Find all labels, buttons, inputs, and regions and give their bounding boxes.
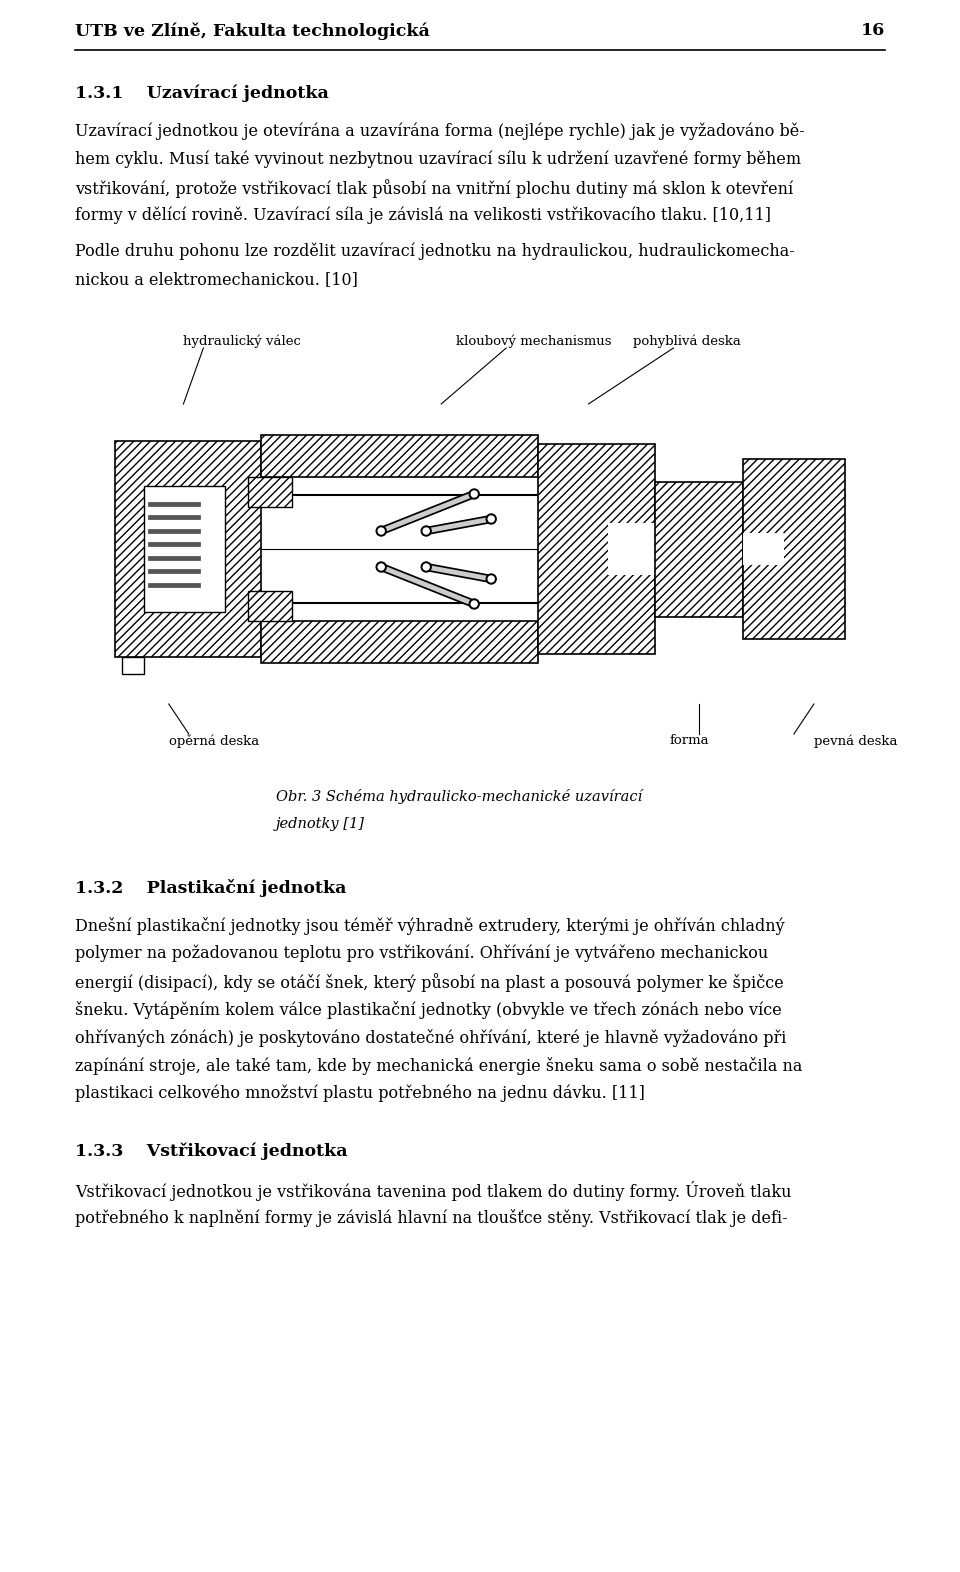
Bar <box>148 569 201 574</box>
Circle shape <box>471 490 477 497</box>
Text: opěrná deska: opěrná deska <box>169 734 259 748</box>
Text: UTB ve Zlíně, Fakulta technologická: UTB ve Zlíně, Fakulta technologická <box>75 22 430 39</box>
Circle shape <box>469 599 479 608</box>
Circle shape <box>486 574 496 585</box>
Bar <box>144 486 225 612</box>
Text: 1.3.1  Uzavírací jednotka: 1.3.1 Uzavírací jednotka <box>75 85 328 102</box>
Circle shape <box>376 563 386 572</box>
Bar <box>148 556 201 560</box>
Circle shape <box>378 528 384 534</box>
Bar <box>609 523 655 575</box>
Text: hem cyklu. Musí také vyvinout nezbytnou uzavírací sílu k udržení uzavřené formy : hem cyklu. Musí také vyvinout nezbytnou … <box>75 151 802 168</box>
Bar <box>261 435 539 476</box>
Text: jednotky [1]: jednotky [1] <box>276 817 365 832</box>
Bar <box>743 459 845 638</box>
Bar <box>148 516 201 519</box>
Circle shape <box>423 564 429 571</box>
Text: Uzavírací jednotkou je otevírána a uzavírána forma (nejlépe rychle) jak je vyžad: Uzavírací jednotkou je otevírána a uzaví… <box>75 123 804 140</box>
Circle shape <box>423 528 429 534</box>
Bar <box>148 583 201 586</box>
Bar <box>148 528 201 533</box>
Circle shape <box>489 575 494 582</box>
Bar <box>115 442 261 657</box>
Text: hydraulický válec: hydraulický válec <box>183 333 301 347</box>
Bar <box>122 657 144 674</box>
Circle shape <box>469 489 479 498</box>
Text: pohyblivá deska: pohyblivá deska <box>634 333 741 347</box>
Bar <box>261 621 539 663</box>
Text: ohřívaných zónách) je poskytováno dostatečné ohřívání, které je hlavně vyžadován: ohřívaných zónách) je poskytováno dostat… <box>75 1030 786 1047</box>
Text: 16: 16 <box>861 22 885 39</box>
Bar <box>248 476 292 508</box>
Text: zapínání stroje, ale také tam, kde by mechanická energie šneku sama o sobě nesta: zapínání stroje, ale také tam, kde by me… <box>75 1056 803 1075</box>
Text: vstřikování, protože vstřikovací tlak působí na vnitřní plochu dutiny má sklon k: vstřikování, protože vstřikovací tlak pů… <box>75 179 793 198</box>
Text: plastikaci celkového množství plastu potřebného na jednu dávku. [11]: plastikaci celkového množství plastu pot… <box>75 1085 645 1102</box>
Text: kloubový mechanismus: kloubový mechanismus <box>456 333 612 347</box>
Text: pevná deska: pevná deska <box>814 734 898 748</box>
Text: Obr. 3 Schéma hydraulicko-mechanické uzavírací: Obr. 3 Schéma hydraulicko-mechanické uza… <box>276 789 642 803</box>
Text: 1.3.2  Plastikační jednotka: 1.3.2 Plastikační jednotka <box>75 879 347 898</box>
Bar <box>148 542 201 547</box>
Circle shape <box>378 564 384 571</box>
Text: Dnešní plastikační jednotky jsou téměř výhradně extrudery, kterými je ohříván ch: Dnešní plastikační jednotky jsou téměř v… <box>75 916 784 935</box>
Text: Vstřikovací jednotkou je vstřikována tavenina pod tlakem do dutiny formy. Úroveň: Vstřikovací jednotkou je vstřikována tav… <box>75 1181 791 1201</box>
Bar <box>655 481 743 616</box>
Text: šneku. Vytápěním kolem válce plastikační jednotky (obvykle ve třech zónách nebo : šneku. Vytápěním kolem válce plastikační… <box>75 1001 781 1019</box>
Circle shape <box>376 527 386 536</box>
Text: forma: forma <box>669 734 708 747</box>
Circle shape <box>486 514 496 523</box>
Circle shape <box>421 527 431 536</box>
Circle shape <box>489 516 494 522</box>
Text: nickou a elektromechanickou. [10]: nickou a elektromechanickou. [10] <box>75 270 358 288</box>
Circle shape <box>471 601 477 607</box>
Bar <box>743 533 783 566</box>
Text: 1.3.3  Vstřikovací jednotka: 1.3.3 Vstřikovací jednotka <box>75 1143 348 1160</box>
Text: Podle druhu pohonu lze rozdělit uzavírací jednotku na hydraulickou, hudraulickom: Podle druhu pohonu lze rozdělit uzavírac… <box>75 244 795 261</box>
Bar <box>539 443 655 654</box>
Circle shape <box>421 563 431 572</box>
Bar <box>248 591 292 621</box>
Text: energií (disipací), kdy se otáčí šnek, který působí na plast a posouvá polymer k: energií (disipací), kdy se otáčí šnek, k… <box>75 973 783 992</box>
Text: formy v dělící rovině. Uzavírací síla je závislá na velikosti vstřikovacího tlak: formy v dělící rovině. Uzavírací síla je… <box>75 208 771 225</box>
Bar <box>148 501 201 506</box>
Text: polymer na požadovanou teplotu pro vstřikování. Ohřívání je vytvářeno mechanicko: polymer na požadovanou teplotu pro vstři… <box>75 945 768 962</box>
Text: potřebného k naplnění formy je závislá hlavní na tloušťce stěny. Vstřikovací tla: potřebného k naplnění formy je závislá h… <box>75 1209 787 1228</box>
